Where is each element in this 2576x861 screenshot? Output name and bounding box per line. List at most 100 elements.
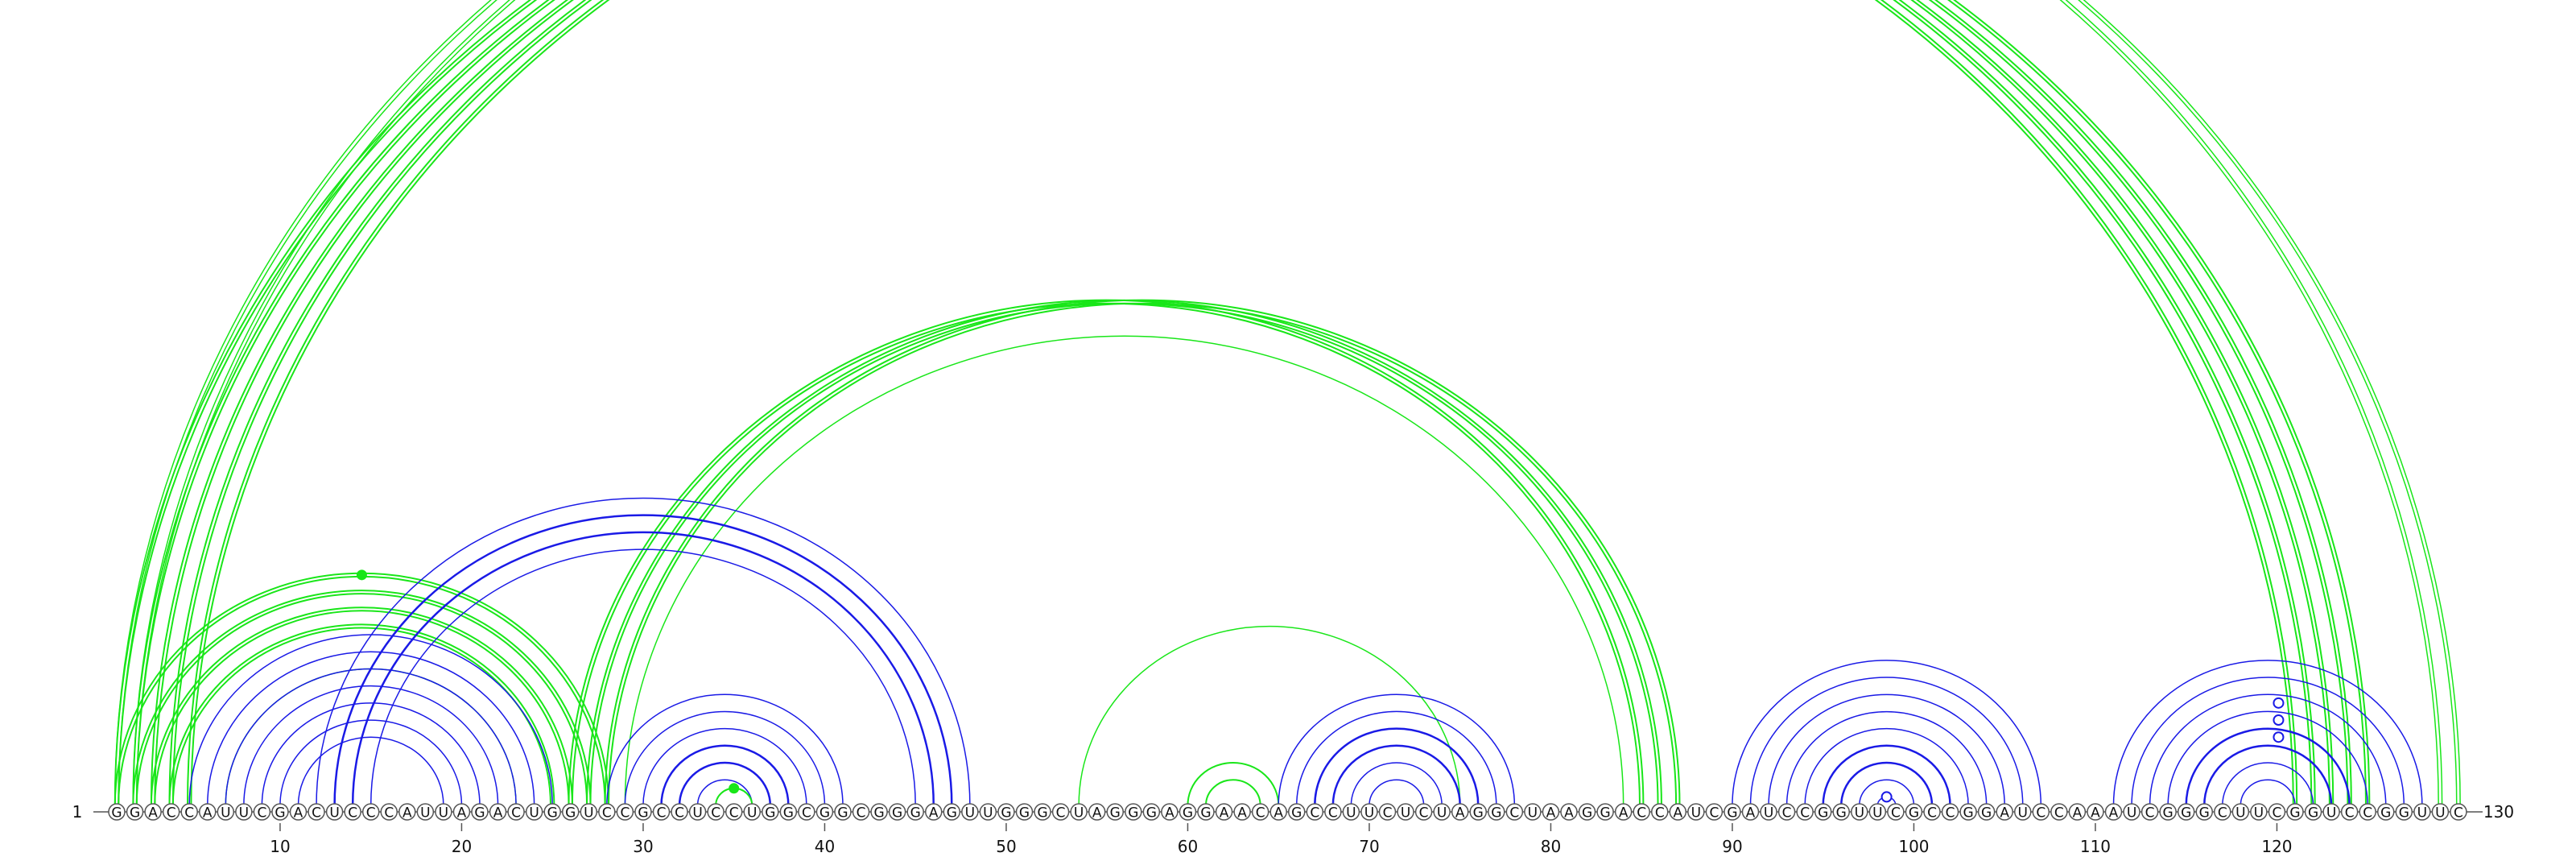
base-14: C — [344, 803, 361, 822]
base-circle — [1560, 803, 1578, 821]
base-circle — [471, 803, 489, 821]
base-circle — [1197, 803, 1215, 821]
base-circle — [1215, 803, 1233, 821]
base-circle — [1651, 803, 1669, 821]
base-letter: C — [802, 805, 811, 822]
tick-label-40: 40 — [815, 837, 835, 856]
base-circle — [1505, 803, 1524, 821]
base-pair-arc — [190, 0, 2367, 806]
base-pair-arc — [1350, 762, 1443, 806]
base-pair-arc — [1768, 693, 2005, 806]
base-letter: A — [1092, 805, 1102, 822]
base-circle — [1488, 803, 1505, 821]
base-letter: C — [1509, 805, 1519, 822]
base-circle — [108, 803, 126, 821]
base-pair-arc — [1840, 761, 1934, 806]
base-circle — [2304, 803, 2322, 821]
base-letter: C — [348, 805, 357, 822]
base-letter: U — [2235, 805, 2245, 822]
base-circle — [2032, 803, 2050, 821]
base-letter: A — [1746, 805, 1756, 822]
base-pair-arc — [696, 779, 753, 806]
tick-label-110: 110 — [2080, 837, 2111, 856]
base-circle — [834, 803, 852, 821]
base-circle — [380, 803, 398, 821]
base-letter: U — [747, 805, 757, 822]
base-circle — [126, 803, 144, 821]
base-34: C — [707, 803, 724, 822]
base-letter: A — [2000, 805, 2009, 822]
base-letter: A — [1564, 805, 1574, 822]
base-circle — [1996, 803, 2013, 821]
base-circle — [271, 803, 289, 821]
base-pair-arc — [2131, 677, 2405, 806]
base-letter: G — [547, 805, 558, 822]
base-circle — [852, 803, 870, 821]
base-circle — [616, 803, 634, 821]
base-circle — [2268, 803, 2286, 821]
base-45: G — [906, 803, 924, 822]
base-pair-arc — [150, 606, 573, 806]
base-circle — [1614, 803, 1633, 821]
base-letter: U — [2417, 805, 2427, 822]
base-pair-arc — [136, 0, 2458, 806]
base-letter: G — [1818, 805, 1828, 822]
base-pair-arc — [1278, 693, 1516, 806]
base-pair-arc — [279, 719, 463, 806]
base-pair-arc — [114, 0, 2298, 806]
base-circle — [1106, 803, 1124, 821]
base-66: G — [1288, 803, 1306, 822]
base-circle — [1070, 803, 1088, 821]
base-circle — [1433, 803, 1451, 821]
base-pair-arc — [1785, 710, 1988, 806]
base-pair-arc — [1314, 727, 1479, 806]
base-85: C — [1633, 803, 1650, 822]
base-circle — [1687, 803, 1705, 821]
base-circle — [144, 803, 162, 821]
base-44: G — [888, 803, 906, 822]
base-letter: U — [2435, 805, 2445, 822]
base-circle — [452, 803, 471, 821]
base-letter: G — [565, 805, 576, 822]
base-letter: G — [638, 805, 648, 822]
base-circle — [671, 803, 688, 821]
base-73: C — [1414, 803, 1433, 822]
base-circle — [707, 803, 724, 821]
base-letter: C — [657, 805, 667, 822]
base-pair-arc — [1078, 625, 1461, 806]
base-pair-arc — [589, 302, 1659, 806]
base-letter: A — [294, 805, 303, 822]
base-pair-arc — [608, 302, 1678, 806]
base-86: C — [1651, 803, 1669, 822]
base-6: A — [199, 803, 217, 822]
base-letter: C — [1946, 805, 1955, 822]
base-9: C — [253, 803, 271, 822]
base-circle — [1796, 803, 1814, 821]
base-circle — [2177, 803, 2195, 821]
base-circle — [1814, 803, 1832, 821]
base-letter: U — [529, 805, 539, 822]
base-pair-arc — [261, 702, 481, 806]
base-pair-arc — [2167, 710, 2368, 806]
base-letter: A — [929, 805, 939, 822]
base-circle — [2014, 803, 2032, 821]
base-125: C — [2359, 803, 2376, 822]
base-letter: G — [1291, 805, 1302, 822]
base-circle — [2104, 803, 2123, 821]
base-3: A — [144, 803, 162, 822]
base-circle — [1724, 803, 1741, 821]
base-58: G — [1142, 803, 1161, 822]
base-letter: A — [203, 805, 213, 822]
base-letter: G — [1200, 805, 1211, 822]
base-circle — [489, 803, 507, 821]
start-index-label: 1 — [72, 802, 83, 822]
base-circle — [1088, 803, 1106, 821]
base-46: A — [925, 803, 943, 822]
base-circle — [507, 803, 525, 821]
base-121: G — [2286, 803, 2304, 822]
base-72: U — [1397, 803, 1414, 822]
base-letter: C — [2273, 805, 2282, 822]
base-pair-arc — [297, 736, 444, 806]
base-pair-arc — [187, 0, 2371, 806]
